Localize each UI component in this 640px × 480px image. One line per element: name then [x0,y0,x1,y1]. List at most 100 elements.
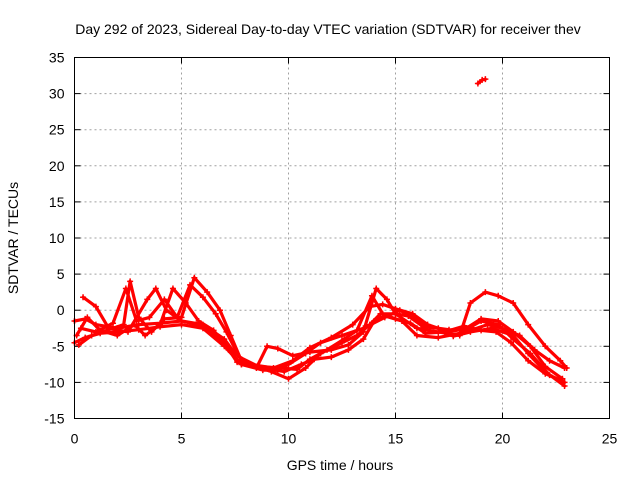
y-axis-label: SDTVAR / TECUs [5,182,21,294]
data-point [127,278,134,285]
y-tick-labels: -15 -10 -5 0 5 10 15 20 25 30 35 [44,50,64,427]
data-point [110,320,117,327]
data-point [542,343,549,350]
data-point [217,307,224,314]
series-trace-f [77,281,566,384]
data-point [467,299,474,306]
data-point [525,321,532,328]
data-point [223,328,230,335]
x-tick-label: 0 [71,431,79,447]
data-point [144,296,151,303]
data-point [276,364,283,371]
data-point [146,314,153,321]
y-tick-label: -15 [44,411,64,427]
data-point [92,303,99,310]
x-tick-label: 5 [178,431,186,447]
data-point [460,323,467,330]
data-point [199,294,206,301]
data-point [493,328,500,335]
y-tick-label: 5 [57,266,65,282]
data-point [294,366,301,373]
x-axis-label: GPS time / hours [287,457,394,473]
data-point [341,336,348,343]
data-point [527,350,534,357]
data-point [474,80,481,87]
data-point [405,312,412,319]
y-tick-label: -5 [52,338,65,354]
data-point [478,327,485,334]
data-point [236,354,243,361]
data-point [379,301,386,308]
data-point [345,346,352,353]
data-point [409,310,416,317]
series-line [79,283,564,383]
data-point [225,346,232,353]
data-point [289,357,296,364]
data-point [142,332,149,339]
data-point [441,328,448,335]
y-tick-label: 0 [57,302,65,318]
data-point [84,314,91,321]
data-point [407,320,414,327]
data-point [349,321,356,328]
data-point [525,357,532,364]
y-tick-label: 20 [49,158,65,174]
data-point [187,281,194,288]
data-point [114,332,121,339]
data-point [392,310,399,317]
data-point [467,328,474,335]
data-point [510,336,517,343]
series-line [72,302,564,381]
data-point [328,334,335,341]
data-point [495,321,502,328]
data-point [75,341,82,348]
data-point [210,327,217,334]
data-point [482,76,489,83]
data-point [133,318,140,325]
data-point [157,321,164,328]
data-point [510,299,517,306]
data-point [238,361,245,368]
data-point [204,289,211,296]
data-point [368,292,375,299]
data-point [274,345,281,352]
data-point [353,327,360,334]
y-tick-label: 35 [49,50,65,66]
data-point [191,274,198,281]
data-point [508,339,515,346]
grid [74,57,610,419]
data-point [306,356,313,363]
data-point [328,354,335,361]
data-point [212,310,219,317]
data-point [195,318,202,325]
x-tick-label: 25 [602,431,618,447]
data-point [178,318,185,325]
data-point [495,292,502,299]
y-tick-label: -10 [44,374,64,390]
data-point [482,289,489,296]
y-tick-label: 15 [49,194,65,210]
data-point [120,321,127,328]
data-point [302,364,309,371]
data-point [264,343,271,350]
data-point [379,310,386,317]
data-point [563,364,570,371]
data-point [559,377,566,384]
data-point [383,296,390,303]
series-outlier [474,76,489,87]
data-point [88,332,95,339]
x-tick-label: 15 [388,431,404,447]
data-point [306,349,313,356]
y-tick-label: 10 [49,230,65,246]
x-tick-label: 10 [281,431,297,447]
data-point [478,318,485,325]
data-point [360,328,367,335]
trace-series [71,76,570,390]
data-point [255,363,262,370]
data-point [373,285,380,292]
data-point [422,330,429,337]
data-point [435,334,442,341]
data-point [289,352,296,359]
data-point [80,294,87,301]
